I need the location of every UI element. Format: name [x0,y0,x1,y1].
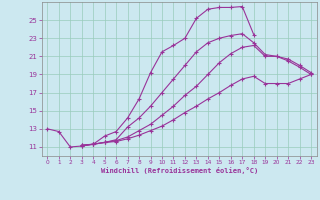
X-axis label: Windchill (Refroidissement éolien,°C): Windchill (Refroidissement éolien,°C) [100,167,258,174]
